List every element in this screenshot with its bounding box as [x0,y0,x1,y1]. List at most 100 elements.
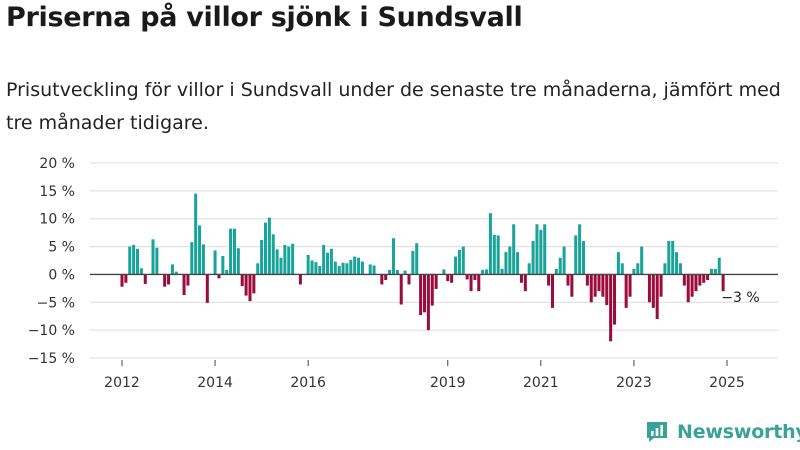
bar [550,274,554,308]
bar [287,246,291,275]
bar [213,250,217,275]
brand-logo: Newsworthy [645,420,800,444]
bar [217,274,221,279]
bar [636,263,640,275]
bar [368,264,372,275]
bar [225,269,229,275]
bar [326,252,330,275]
x-tick-label: 2016 [290,375,326,391]
bar [167,274,171,285]
bar [709,268,713,275]
bar [457,249,461,275]
bar [632,268,636,275]
bar [248,274,252,302]
bar [380,274,384,285]
bar [717,257,721,275]
bar [667,241,671,275]
bar [477,274,481,292]
bar [558,257,562,275]
bar [485,269,489,275]
x-tick-label: 2012 [104,375,140,391]
y-tick-label: 20 % [39,156,75,172]
bar [562,246,566,275]
bar [306,254,310,275]
bar [151,239,155,275]
bar [713,268,717,275]
bar [333,261,337,275]
bar [349,259,353,275]
bar [454,256,458,275]
bar [232,228,236,275]
bar [298,274,302,285]
bar [291,243,295,275]
bar [512,224,516,275]
bar [139,268,143,275]
bar [547,274,551,286]
bar [531,241,535,275]
bar [240,274,244,287]
bar [450,274,454,283]
bar [624,274,628,308]
bar [430,274,434,306]
bar [527,263,531,275]
bar [143,274,147,284]
x-tick-label: 2025 [709,375,745,391]
bar [469,274,473,292]
bar [593,274,597,297]
bar [566,274,570,286]
bar [671,241,675,275]
bar [613,274,617,325]
bar [589,274,593,303]
bar [322,244,326,275]
y-tick-label: −10 % [28,323,75,339]
bar [690,274,694,297]
bar [581,241,586,275]
bar [694,274,698,292]
bar [275,249,279,275]
bar [124,274,128,283]
bar [310,260,314,275]
bar [535,224,539,275]
bar [426,274,430,331]
bar [609,274,613,342]
bar [616,252,620,275]
y-tick-label: −5 % [37,295,75,311]
bar [345,263,349,275]
bar [128,246,132,275]
y-tick-label: 10 % [39,212,75,228]
bar [256,263,260,275]
bar [678,263,682,275]
bar [601,274,605,297]
bar [163,274,167,287]
bar [706,274,710,280]
bar [229,228,233,275]
brand-name: Newsworthy [677,421,800,443]
y-tick-label: 15 % [39,184,75,200]
bar [682,274,686,286]
bar [174,271,178,275]
x-tick-label: 2014 [197,375,233,391]
bar [500,268,504,275]
bar [422,274,427,313]
bar [702,274,706,283]
bar [337,266,341,275]
bar [620,263,624,275]
bar [543,224,547,275]
bar [496,235,500,275]
bar [170,264,174,275]
bar [201,244,205,275]
bar [419,274,423,316]
bar [698,274,702,286]
y-tick-label: 5 % [48,240,75,256]
newsworthy-logo-icon [647,422,667,442]
bar [481,269,485,275]
y-tick-label: −15 % [28,351,75,367]
bar [357,257,361,275]
bar [721,274,725,292]
bar [263,222,267,275]
bar [411,251,415,275]
bar [597,274,601,292]
bar [136,248,140,275]
bar [461,246,465,275]
bar [283,244,287,275]
